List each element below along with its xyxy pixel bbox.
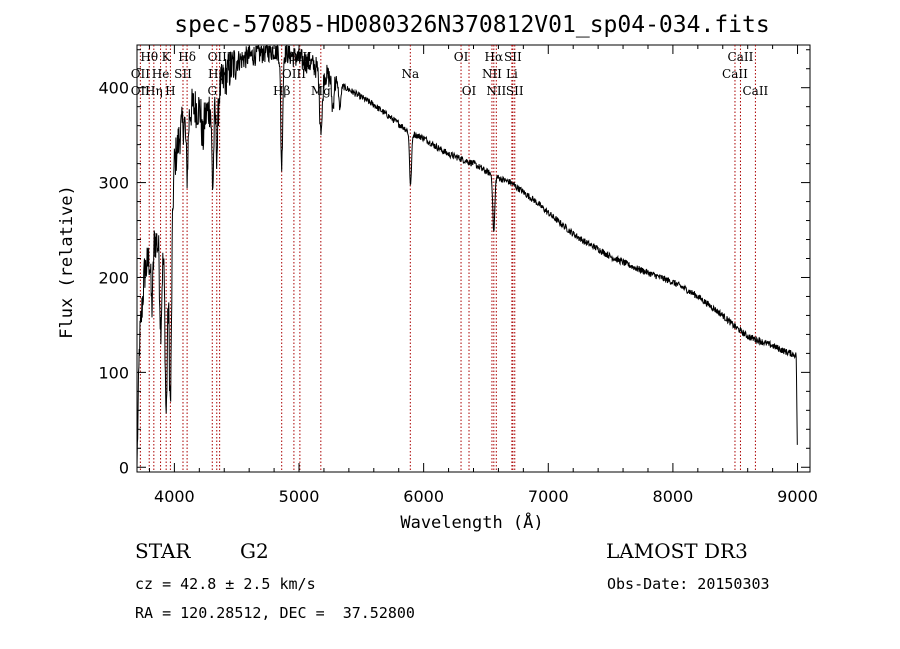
line-label: SII xyxy=(506,84,524,98)
line-label: Hη xyxy=(145,84,163,98)
line-markers xyxy=(139,45,756,472)
line-label: NII xyxy=(482,67,502,81)
info-panel: STAR G2 LAMOST DR3 cz = 42.8 ± 2.5 km/s … xyxy=(135,539,770,622)
line-label: CaII xyxy=(722,67,748,81)
y-tick-label: 400 xyxy=(98,79,129,98)
line-label: SII xyxy=(174,67,192,81)
x-tick-label: 4000 xyxy=(154,487,195,506)
line-label: Hδ xyxy=(178,50,196,64)
x-tick-label: 5000 xyxy=(279,487,320,506)
line-label: CaII xyxy=(742,84,768,98)
line-label: OIII xyxy=(208,50,232,64)
line-label: OI xyxy=(462,84,477,98)
line-label: OIII xyxy=(282,67,306,81)
line-label: Hθ xyxy=(140,50,158,64)
line-label: NII xyxy=(486,84,506,98)
line-label: Li xyxy=(506,67,518,81)
y-axis: 0 100 200 300 400 xyxy=(98,49,810,477)
observation-date: Obs-Date: 20150303 xyxy=(607,575,770,593)
line-label: OII xyxy=(131,67,151,81)
line-label: He xyxy=(152,67,170,81)
y-tick-label: 200 xyxy=(98,268,129,287)
object-class: STAR xyxy=(135,539,191,563)
line-label: OIII xyxy=(288,50,312,64)
line-label: K xyxy=(162,50,172,64)
survey-name: LAMOST DR3 xyxy=(606,539,748,563)
object-subclass: G2 xyxy=(240,539,269,563)
line-label: CaII xyxy=(728,50,754,64)
y-axis-label: Flux (relative) xyxy=(57,185,77,339)
line-label: G xyxy=(207,84,217,98)
coordinates: RA = 120.28512, DEC = 37.52800 xyxy=(135,604,415,622)
line-label: Hα xyxy=(485,50,504,64)
x-tick-label: 9000 xyxy=(777,487,818,506)
y-tick-label: 300 xyxy=(98,174,129,193)
line-label: Na xyxy=(401,67,419,81)
line-label: Hγ xyxy=(208,67,226,81)
line-label: SII xyxy=(504,50,522,64)
spectrum-line xyxy=(136,44,798,468)
chart-title: spec-57085-HD080326N370812V01_sp04-034.f… xyxy=(174,12,769,38)
redshift-velocity: cz = 42.8 ± 2.5 km/s xyxy=(135,575,316,593)
x-axis: 4000 5000 6000 7000 8000 9000 xyxy=(148,45,818,506)
x-tick-label: 7000 xyxy=(528,487,569,506)
line-label: OI xyxy=(454,50,469,64)
line-label: H xyxy=(165,84,175,98)
x-axis-label: Wavelength (Å) xyxy=(400,511,543,533)
x-tick-label: 6000 xyxy=(403,487,444,506)
y-tick-label: 100 xyxy=(98,363,129,382)
x-tick-label: 8000 xyxy=(653,487,694,506)
line-label: Hβ xyxy=(273,84,290,98)
plot-frame xyxy=(136,44,811,473)
line-label: Mg xyxy=(311,84,331,98)
y-tick-label: 0 xyxy=(119,458,129,477)
